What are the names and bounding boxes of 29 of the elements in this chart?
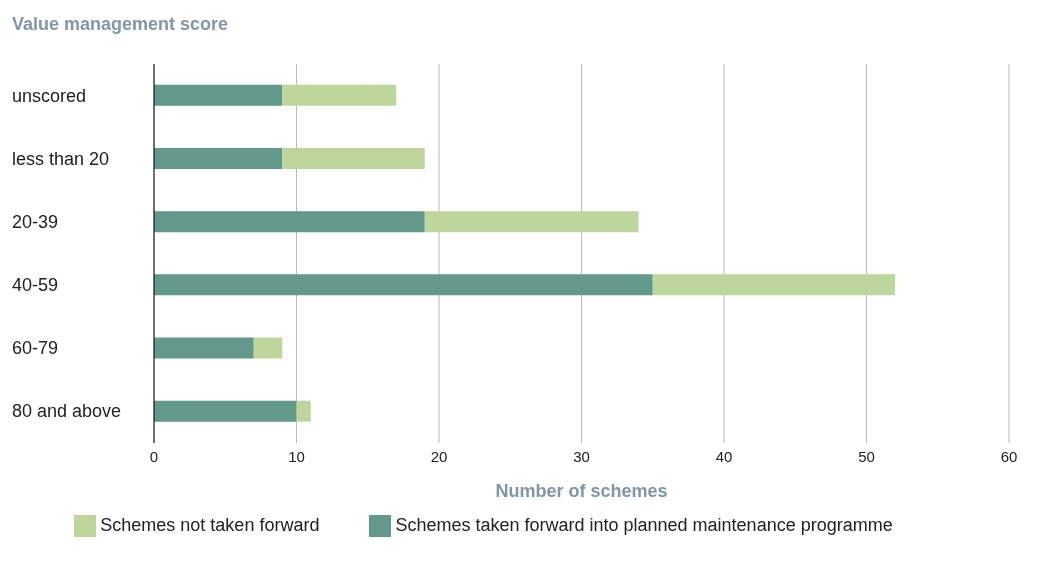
- bar: [253, 337, 283, 359]
- bar: [154, 84, 283, 106]
- legend-label: Schemes taken forward into planned maintenance programme: [395, 515, 893, 535]
- x-axis-title: Number of schemes: [495, 481, 668, 501]
- y-axis-title: Value management score: [11, 13, 230, 36]
- x-tick-label: 60: [1000, 447, 1018, 465]
- bar: [424, 211, 639, 233]
- x-tick-label: 0: [149, 447, 159, 465]
- y-tick-label: less than 20: [12, 148, 110, 169]
- bar: [282, 148, 425, 170]
- bar: [154, 337, 254, 359]
- y-tick-label: unscored: [12, 85, 87, 106]
- y-tick-label: 60-79: [12, 338, 59, 359]
- y-tick-label: 20-39: [12, 211, 59, 232]
- legend-label: Schemes not taken forward: [100, 515, 320, 535]
- bar: [282, 84, 397, 106]
- x-tick-label: 50: [858, 447, 875, 465]
- bar: [154, 400, 297, 422]
- bar: [154, 211, 425, 233]
- bar: [154, 148, 283, 170]
- x-tick-label: 30: [573, 447, 590, 465]
- bar: [296, 400, 311, 422]
- y-tick-label: 80 and above: [12, 401, 122, 422]
- bar: [154, 274, 653, 296]
- bar: [652, 274, 895, 296]
- x-tick-label: 10: [288, 447, 305, 465]
- y-tick-label: 40-59: [12, 275, 59, 296]
- x-tick-label: 20: [430, 447, 448, 465]
- x-tick-label: 40: [715, 447, 733, 465]
